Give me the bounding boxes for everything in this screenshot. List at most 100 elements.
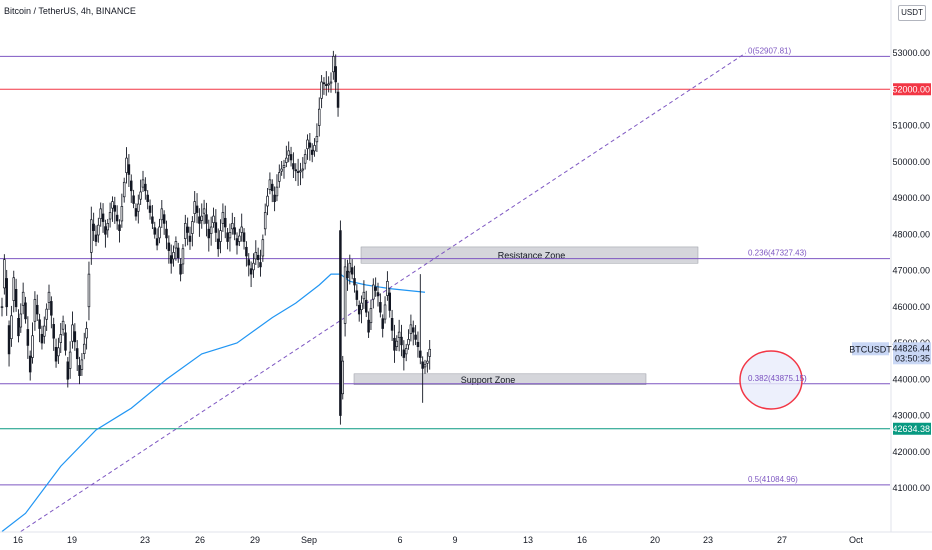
candle-body bbox=[423, 364, 427, 368]
candle-body bbox=[78, 365, 81, 376]
candle-body bbox=[348, 262, 352, 273]
candle-body bbox=[17, 318, 20, 337]
candle-body bbox=[397, 331, 401, 338]
candle-body bbox=[416, 341, 420, 347]
candle-body bbox=[412, 327, 415, 333]
candle-body bbox=[38, 319, 41, 329]
highlight-ellipse bbox=[739, 350, 803, 410]
candle-body bbox=[407, 339, 410, 346]
x-tick-label: 29 bbox=[250, 535, 260, 545]
candle-body bbox=[66, 361, 70, 380]
candle-body bbox=[90, 219, 93, 253]
candle-body bbox=[134, 208, 138, 217]
candle-body bbox=[33, 299, 37, 322]
candle-body bbox=[193, 201, 196, 214]
candle-body bbox=[181, 248, 185, 265]
price-axis[interactable]: 41000.0042000.0043000.0044000.0045000.00… bbox=[849, 0, 931, 532]
symbol-badge-text: BTCUSDT bbox=[849, 344, 892, 354]
candle-body bbox=[120, 206, 124, 222]
candle-body bbox=[188, 235, 192, 242]
candle-body bbox=[369, 308, 373, 324]
candle-body bbox=[153, 227, 157, 235]
y-tick-label: 48000.00 bbox=[892, 229, 930, 239]
candles-layer bbox=[0, 50, 431, 425]
candle-body bbox=[186, 226, 189, 233]
candle-body bbox=[242, 232, 246, 242]
y-tick-label: 42000.00 bbox=[892, 447, 930, 457]
candle-body bbox=[40, 333, 44, 344]
candle-body bbox=[400, 336, 403, 346]
candle-body bbox=[238, 235, 241, 242]
candle-body bbox=[372, 284, 375, 300]
currency-badge[interactable]: USDT bbox=[898, 5, 926, 21]
candle-body bbox=[231, 223, 234, 230]
candle-body bbox=[92, 223, 95, 231]
current-price-badge bbox=[893, 342, 931, 365]
candle-body bbox=[233, 227, 236, 235]
candle-body bbox=[301, 168, 305, 171]
candle-body bbox=[383, 304, 387, 320]
candle-body bbox=[52, 324, 55, 339]
candle-body bbox=[132, 195, 135, 204]
candle-body bbox=[350, 267, 354, 275]
candle-body bbox=[207, 228, 211, 239]
candle-body bbox=[118, 224, 121, 231]
y-tick-label: 50000.00 bbox=[892, 157, 930, 167]
candle-body bbox=[148, 205, 152, 213]
trend-line bbox=[20, 52, 746, 532]
x-tick-label: 16 bbox=[13, 535, 23, 545]
candle-body bbox=[228, 232, 232, 239]
candle-body bbox=[287, 150, 290, 156]
candle-body bbox=[165, 228, 168, 239]
candle-body bbox=[271, 183, 274, 192]
candle-body bbox=[212, 215, 215, 224]
candle-body bbox=[249, 268, 253, 275]
candle-body bbox=[45, 308, 48, 320]
candle-body bbox=[343, 266, 347, 324]
x-tick-label: 27 bbox=[777, 535, 787, 545]
candle-body bbox=[202, 208, 206, 214]
candle-body bbox=[50, 301, 53, 316]
candle-body bbox=[332, 56, 335, 73]
candle-body bbox=[87, 273, 91, 308]
y-tick-label: 49000.00 bbox=[892, 193, 930, 203]
candle-body bbox=[353, 278, 356, 286]
candle-body bbox=[139, 191, 142, 200]
candle-body bbox=[240, 226, 243, 233]
x-tick-label: 16 bbox=[577, 535, 587, 545]
candle-body bbox=[71, 324, 74, 342]
candle-body bbox=[341, 360, 345, 395]
candle-body bbox=[421, 361, 424, 369]
y-tick-label: 44000.00 bbox=[892, 374, 930, 384]
candle-body bbox=[219, 230, 222, 242]
candle-body bbox=[177, 247, 180, 259]
y-tick-label: 53000.00 bbox=[892, 48, 930, 58]
candle-body bbox=[386, 281, 389, 296]
candle-body bbox=[115, 214, 119, 222]
x-tick-label: 23 bbox=[140, 535, 150, 545]
candle-body bbox=[184, 223, 187, 239]
candle-body bbox=[325, 84, 328, 86]
candle-body bbox=[252, 262, 255, 271]
candle-body bbox=[315, 136, 319, 143]
candle-body bbox=[346, 270, 349, 279]
candle-body bbox=[209, 226, 213, 234]
candle-body bbox=[266, 195, 269, 207]
candle-body bbox=[402, 349, 406, 358]
candle-body bbox=[261, 239, 265, 257]
candle-body bbox=[376, 292, 380, 297]
candle-body bbox=[426, 360, 429, 364]
candle-body bbox=[195, 205, 199, 213]
x-tick-label: 23 bbox=[703, 535, 713, 545]
candle-body bbox=[254, 252, 258, 260]
candle-body bbox=[162, 214, 166, 224]
time-axis[interactable]: 16 19 23 26 29 Sep 6 9 13 16 20 23 27 Oct bbox=[0, 531, 932, 545]
current-price-text: 44826.44 bbox=[892, 343, 930, 353]
candle-body bbox=[7, 325, 11, 355]
candle-body bbox=[127, 164, 131, 175]
candle-body bbox=[151, 216, 154, 224]
candle-body bbox=[43, 325, 46, 337]
horizontal-lines-layer: 0(52907.81) 0.236(47327.43) 0.382(43875.15… bbox=[0, 46, 890, 486]
candle-body bbox=[99, 208, 102, 220]
